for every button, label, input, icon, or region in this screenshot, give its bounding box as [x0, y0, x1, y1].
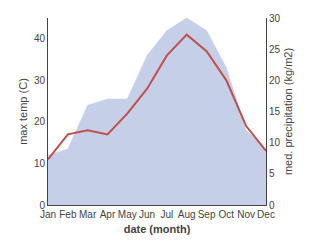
svg-text:15: 15: [269, 106, 281, 117]
svg-text:20: 20: [269, 75, 281, 86]
svg-text:date (month): date (month): [124, 223, 191, 235]
svg-text:max temp (C): max temp (C): [17, 78, 29, 145]
svg-text:40: 40: [34, 33, 46, 44]
svg-text:Aug: Aug: [178, 209, 196, 220]
svg-text:0: 0: [269, 200, 275, 211]
svg-text:Jul: Jul: [161, 209, 174, 220]
svg-text:May: May: [118, 209, 137, 220]
svg-text:25: 25: [269, 44, 281, 55]
svg-text:0: 0: [39, 200, 45, 211]
svg-text:10: 10: [34, 158, 46, 169]
svg-text:Jun: Jun: [139, 209, 155, 220]
svg-text:Mar: Mar: [79, 209, 97, 220]
svg-text:med. precipitation (kg/m2): med. precipitation (kg/m2): [282, 48, 294, 175]
svg-text:30: 30: [34, 75, 46, 86]
svg-text:Dec: Dec: [257, 209, 275, 220]
svg-text:Jan: Jan: [40, 209, 56, 220]
svg-text:Sep: Sep: [198, 209, 216, 220]
svg-text:Oct: Oct: [219, 209, 235, 220]
svg-text:10: 10: [269, 137, 281, 148]
svg-text:30: 30: [269, 13, 281, 24]
svg-text:Feb: Feb: [59, 209, 77, 220]
svg-text:Apr: Apr: [100, 209, 116, 220]
svg-text:20: 20: [34, 116, 46, 127]
svg-text:5: 5: [269, 168, 275, 179]
svg-text:Nov: Nov: [237, 209, 255, 220]
